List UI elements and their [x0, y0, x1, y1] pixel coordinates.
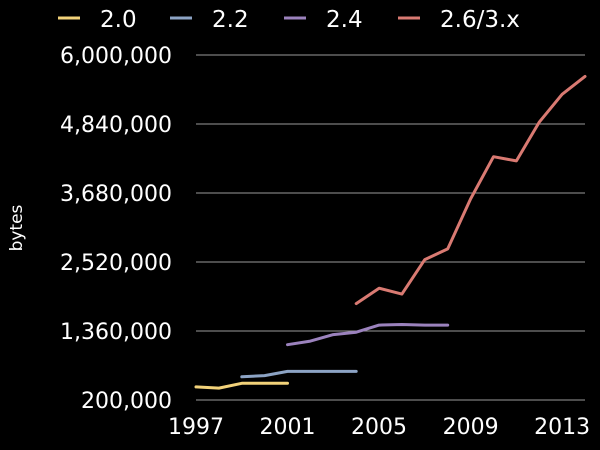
x-tick-label-4: 2013: [534, 415, 590, 440]
y-tick-label-2: 3,680,000: [60, 182, 172, 207]
legend-label-2: 2.4: [326, 7, 363, 33]
y-axis-ticks: 6,000,000 4,840,000 3,680,000 2,520,000 1,36…: [60, 44, 172, 414]
gridlines: [196, 54, 585, 401]
x-axis-ticks: 1997 2001 2005 2009 2013: [168, 415, 590, 440]
x-tick-label-0: 1997: [168, 415, 224, 440]
y-tick-label-3: 2,520,000: [60, 251, 172, 276]
y-tick-label-1: 4,840,000: [60, 113, 172, 138]
series-line-2-0: [194, 381, 289, 390]
series-line-2-2: [240, 369, 358, 379]
y-tick-label-4: 1,360,000: [60, 320, 172, 345]
series-lines: [194, 74, 587, 390]
x-tick-label-1: 2001: [260, 415, 316, 440]
y-axis-label: bytes: [7, 204, 27, 251]
x-tick-label-2: 2005: [351, 415, 407, 440]
series-line-2-6-3-x: [354, 74, 587, 306]
y-tick-label-0: 6,000,000: [60, 44, 172, 69]
x-tick-label-3: 2009: [443, 415, 499, 440]
legend-label-1: 2.2: [212, 7, 249, 33]
legend: 2.0 2.2 2.4 2.6/3.x: [58, 7, 520, 33]
legend-label-0: 2.0: [100, 7, 137, 33]
series-line-2-4: [286, 323, 450, 347]
y-tick-label-5: 200,000: [81, 389, 172, 414]
legend-label-3: 2.6/3.x: [440, 7, 520, 33]
